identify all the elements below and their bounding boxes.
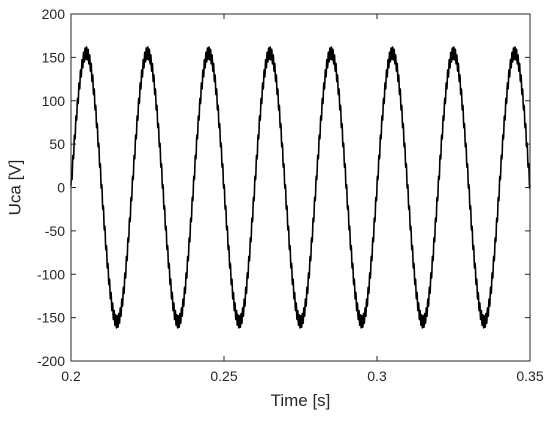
ticks-layer: 0.2 0.25 0.3 0.35 200 150 100 50 0 -50 -100 -150 -20… (37, 6, 544, 384)
axes-layer (70, 13, 531, 362)
y-tick-label: -50 (45, 223, 65, 239)
x-axis-label: Time [s] (271, 391, 331, 410)
y-tick-label: 0 (57, 180, 65, 196)
y-tick-label: -150 (37, 310, 65, 326)
y-tick-label: 200 (42, 6, 66, 22)
y-tick-label: -200 (37, 353, 65, 369)
y-tick-label: -100 (37, 266, 65, 282)
series-line (70, 46, 531, 329)
x-tick-label: 0.3 (367, 368, 387, 384)
y-tick-label: 150 (42, 49, 66, 65)
x-tick-label: 0.25 (210, 368, 237, 384)
series-layer (70, 46, 531, 329)
x-tick-label: 0.2 (61, 368, 81, 384)
plot-frame (70, 13, 531, 362)
y-tick-label: 100 (42, 93, 66, 109)
x-tick-label: 0.35 (516, 368, 543, 384)
y-axis-label: Uca [V] (5, 160, 24, 216)
y-tick-label: 50 (49, 136, 65, 152)
